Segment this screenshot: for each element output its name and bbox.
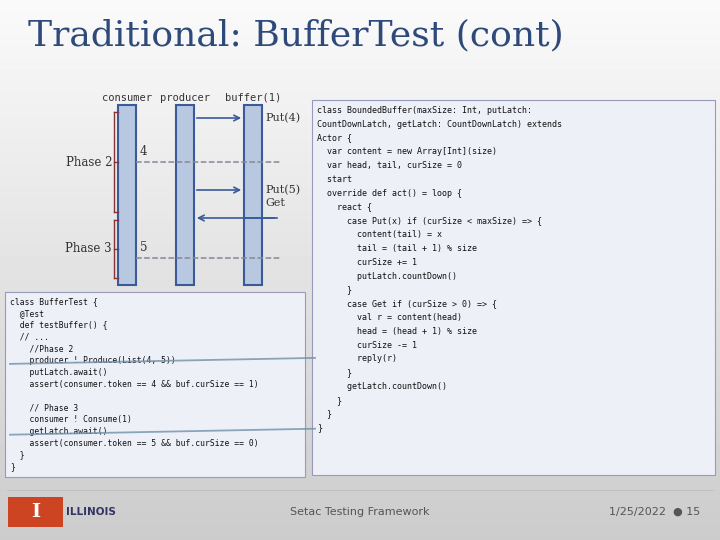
Text: }: } <box>317 286 352 294</box>
Text: head = (head + 1) % size: head = (head + 1) % size <box>317 327 477 336</box>
Text: 1/25/2022  ● 15: 1/25/2022 ● 15 <box>608 507 700 517</box>
Text: Put(5): Put(5) <box>265 185 300 195</box>
Text: var content = new Array[Int](size): var content = new Array[Int](size) <box>317 147 497 157</box>
Text: producer: producer <box>160 93 210 103</box>
Text: start: start <box>317 175 352 184</box>
Text: }: } <box>317 410 332 418</box>
Text: case Put(x) if (curSize < maxSize) => {: case Put(x) if (curSize < maxSize) => { <box>317 217 542 225</box>
Text: class BoundedBuffer(maxSize: Int, putLatch:: class BoundedBuffer(maxSize: Int, putLat… <box>317 106 532 115</box>
Text: }: } <box>317 396 342 405</box>
Text: class BufferTest {: class BufferTest { <box>10 297 98 306</box>
Text: // Phase 3: // Phase 3 <box>10 403 78 412</box>
Text: assert(consumer.token == 5 && buf.curSize == 0): assert(consumer.token == 5 && buf.curSiz… <box>10 438 258 448</box>
Text: getLatch.await(): getLatch.await() <box>10 427 107 436</box>
Text: Setac Testing Framework: Setac Testing Framework <box>290 507 430 517</box>
Text: }: } <box>10 462 15 471</box>
Text: }: } <box>10 450 24 460</box>
Text: }: } <box>317 423 322 433</box>
FancyBboxPatch shape <box>244 105 262 285</box>
FancyBboxPatch shape <box>176 105 194 285</box>
Text: content(tail) = x: content(tail) = x <box>317 230 442 239</box>
Text: Traditional: BufferTest (cont): Traditional: BufferTest (cont) <box>28 18 564 52</box>
Text: // ...: // ... <box>10 333 49 341</box>
Text: buffer(1): buffer(1) <box>225 93 281 103</box>
Text: //Phase 2: //Phase 2 <box>10 344 73 353</box>
Text: case Get if (curSize > 0) => {: case Get if (curSize > 0) => { <box>317 299 497 308</box>
Text: putLatch.await(): putLatch.await() <box>10 368 107 377</box>
FancyBboxPatch shape <box>312 100 715 475</box>
FancyBboxPatch shape <box>118 105 136 285</box>
Text: val r = content(head): val r = content(head) <box>317 313 462 322</box>
Text: def testBuffer() {: def testBuffer() { <box>10 321 107 329</box>
Text: Get: Get <box>265 198 285 208</box>
Text: I: I <box>31 503 40 521</box>
Text: curSize += 1: curSize += 1 <box>317 258 417 267</box>
Text: tail = (tail + 1) % size: tail = (tail + 1) % size <box>317 244 477 253</box>
Text: react {: react { <box>317 202 372 212</box>
Text: consumer ! Consume(1): consumer ! Consume(1) <box>10 415 132 424</box>
Text: assert(consumer.token == 4 && buf.curSize == 1): assert(consumer.token == 4 && buf.curSiz… <box>10 380 258 389</box>
Text: CountDownLatch, getLatch: CountDownLatch) extends: CountDownLatch, getLatch: CountDownLatch… <box>317 120 562 129</box>
Text: 5: 5 <box>140 241 148 254</box>
Text: Phase 3: Phase 3 <box>66 242 112 255</box>
Text: producer ! Produce(List(4, 5)): producer ! Produce(List(4, 5)) <box>10 356 176 365</box>
Text: Phase 2: Phase 2 <box>66 156 112 168</box>
Text: Actor {: Actor { <box>317 133 352 143</box>
Text: Put(4): Put(4) <box>265 113 300 123</box>
Text: var head, tail, curSize = 0: var head, tail, curSize = 0 <box>317 161 462 170</box>
Text: 4: 4 <box>140 145 148 158</box>
FancyBboxPatch shape <box>5 292 305 477</box>
Text: getLatch.countDown(): getLatch.countDown() <box>317 382 447 391</box>
Text: curSize -= 1: curSize -= 1 <box>317 341 417 349</box>
Text: reply(r): reply(r) <box>317 354 397 363</box>
FancyBboxPatch shape <box>8 497 63 527</box>
Text: override def act() = loop {: override def act() = loop { <box>317 189 462 198</box>
Text: consumer: consumer <box>102 93 152 103</box>
Text: ILLINOIS: ILLINOIS <box>66 507 116 517</box>
Text: @Test: @Test <box>10 309 44 318</box>
Text: putLatch.countDown(): putLatch.countDown() <box>317 272 457 281</box>
Text: }: } <box>317 368 352 377</box>
